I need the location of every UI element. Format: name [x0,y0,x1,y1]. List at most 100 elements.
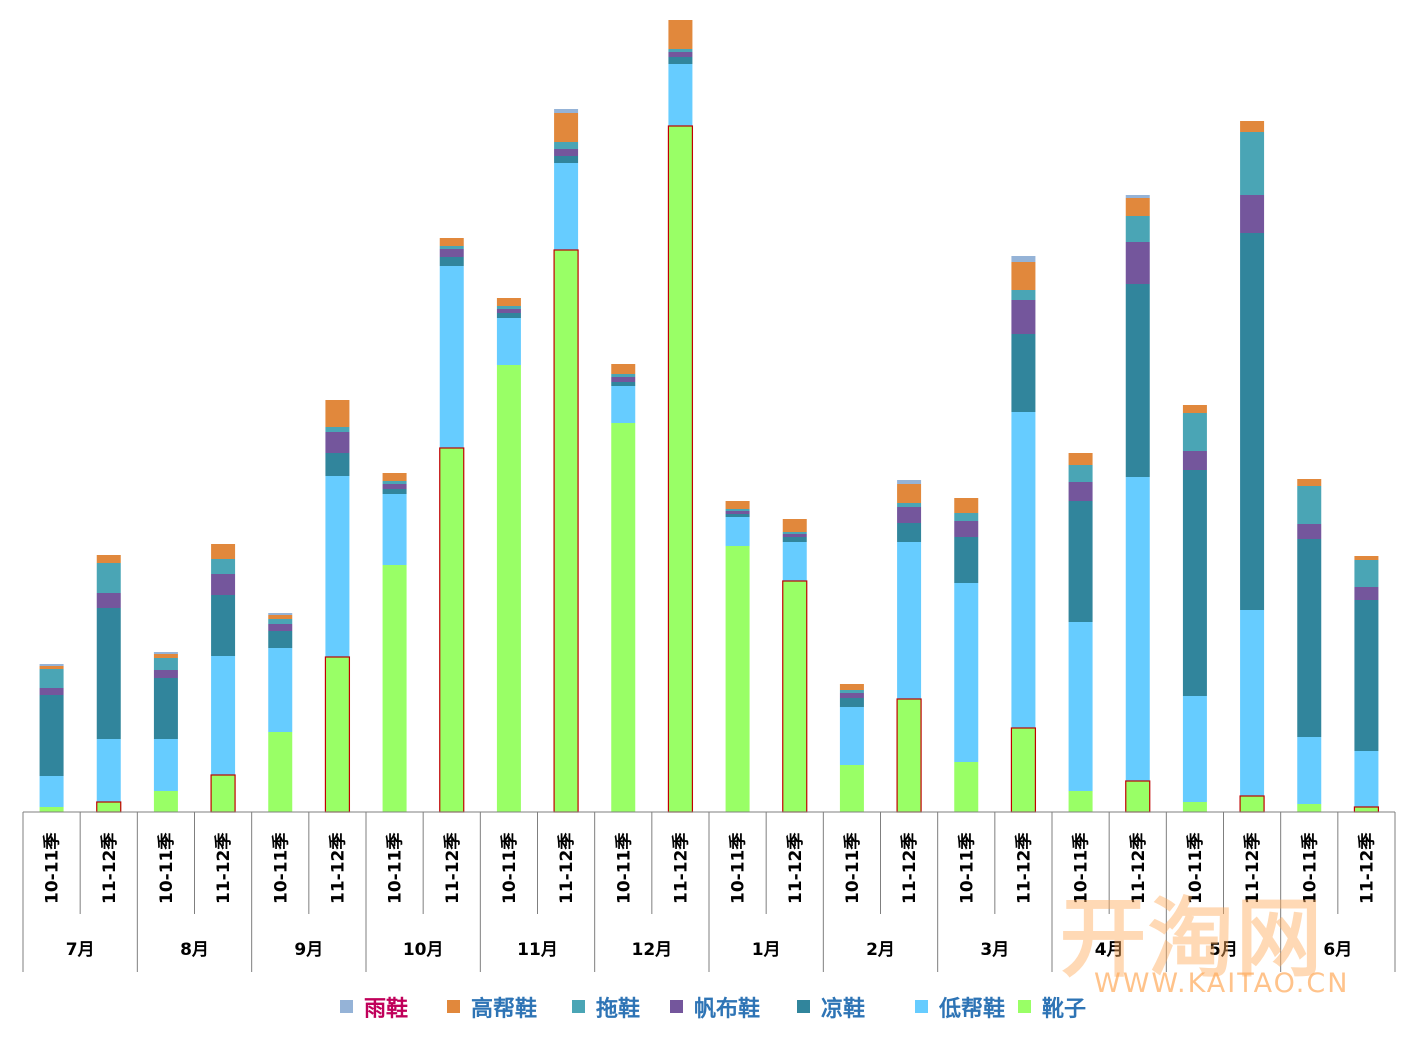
bar-segment-11-5 [611,374,636,377]
bar-segment-2-3 [96,608,121,739]
bar-segment-4-6 [211,544,236,559]
bar-segment-22-1 [1240,796,1265,812]
bar-segment-13-3 [725,514,750,517]
bar-segment-23-1 [1297,804,1322,812]
bar-segment-22-2 [1240,610,1265,796]
bar-segment-3-7 [153,652,178,654]
legend-label: 靴子 [1042,997,1086,1022]
bar-segment-20-7 [1125,195,1150,198]
bar-segment-8-2 [439,266,464,448]
bar-segment-20-2 [1125,477,1150,781]
legend-swatch [572,1000,585,1013]
legend-label: 拖鞋 [596,996,640,1022]
season-tick-label: 11-12季 [556,833,577,904]
season-tick-label: 11-12季 [670,833,691,904]
bar-segment-3-2 [153,739,178,791]
bar-segment-13-4 [725,511,750,514]
bar-segment-22-6 [1240,121,1265,132]
month-tick-label: 2月 [866,940,895,960]
bar-segment-24-6 [1354,556,1379,560]
bar-segment-18-2 [1011,412,1036,728]
bar-segment-21-3 [1182,470,1207,696]
season-tick-label: 10-11季 [613,833,634,904]
bar-segment-15-6 [839,684,864,690]
bar-segment-10-1 [554,250,579,812]
bar-segment-14-4 [782,534,807,537]
bar-segment-2-1 [96,802,121,812]
bar-segment-21-1 [1182,802,1207,812]
bar-segment-18-5 [1011,290,1036,300]
bar-segment-15-1 [839,765,864,812]
bar-segment-6-6 [325,400,350,427]
bar-segment-10-6 [554,113,579,142]
bar-segment-18-3 [1011,334,1036,412]
bar-segment-1-3 [39,695,64,776]
season-tick-label: 11-12季 [785,833,806,904]
bar-segment-7-2 [382,494,407,565]
bar-segment-3-4 [153,670,178,678]
bar-segment-6-2 [325,476,350,657]
bar-segment-23-4 [1297,524,1322,539]
bar-segment-8-5 [439,246,464,249]
month-tick-label: 4月 [1095,940,1124,960]
bar-segment-23-5 [1297,486,1322,524]
season-tick-label: 11-12季 [899,833,920,904]
legend-label: 雨鞋 [364,997,408,1022]
bar-segment-23-2 [1297,737,1322,804]
bar-segment-8-1 [439,448,464,812]
season-tick-label: 10-11季 [956,833,977,904]
season-tick-label: 10-11季 [1299,833,1320,904]
season-tick-label: 11-12季 [1013,833,1034,904]
bar-segment-22-4 [1240,195,1265,233]
bar-segment-21-5 [1182,413,1207,451]
legend-swatch [915,1000,928,1013]
bar-segment-9-2 [496,318,521,365]
legend-swatch [447,1000,460,1013]
month-tick-label: 8月 [180,940,209,960]
bar-segment-12-4 [668,52,693,57]
season-tick-label: 10-11季 [499,833,520,904]
bar-segment-24-3 [1354,600,1379,751]
bar-segment-8-4 [439,249,464,257]
season-tick-label: 10-11季 [42,833,63,904]
bar-segment-7-6 [382,473,407,481]
bar-segment-19-2 [1068,622,1093,791]
bar-segment-10-7 [554,109,579,113]
season-tick-label: 11-12季 [1128,833,1149,904]
legend-label: 帆布鞋 [694,996,760,1022]
bar-segment-23-6 [1297,479,1322,486]
bar-segment-2-6 [96,555,121,563]
bar-segment-3-1 [153,791,178,812]
bar-segment-4-1 [211,775,236,812]
bar-segment-20-3 [1125,284,1150,477]
bar-segment-24-4 [1354,587,1379,600]
bar-segment-19-6 [1068,453,1093,465]
legend-swatch [670,1000,683,1013]
bar-segment-2-5 [96,563,121,593]
legend-swatch [797,1000,810,1013]
bar-segment-10-5 [554,142,579,149]
bar-segment-14-5 [782,532,807,534]
month-tick-label: 11月 [517,940,558,960]
bar-segment-16-1 [897,699,922,812]
month-tick-label: 3月 [980,940,1009,960]
bar-segment-1-1 [39,807,64,812]
bars-group [39,20,1380,813]
category-axis [22,811,1396,972]
bar-segment-3-5 [153,658,178,670]
bar-segment-5-7 [268,613,293,615]
bar-segment-12-5 [668,49,693,52]
bar-segment-12-1 [668,126,693,812]
bar-segment-9-1 [496,365,521,812]
bar-segment-17-2 [954,583,979,762]
bar-segment-9-5 [496,306,521,309]
bar-segment-10-4 [554,149,579,156]
bar-segment-20-6 [1125,198,1150,216]
season-tick-label: 10-11季 [385,833,406,904]
bar-segment-1-6 [39,666,64,669]
bar-segment-14-3 [782,537,807,542]
bar-segment-20-5 [1125,216,1150,242]
bar-segment-12-3 [668,57,693,64]
